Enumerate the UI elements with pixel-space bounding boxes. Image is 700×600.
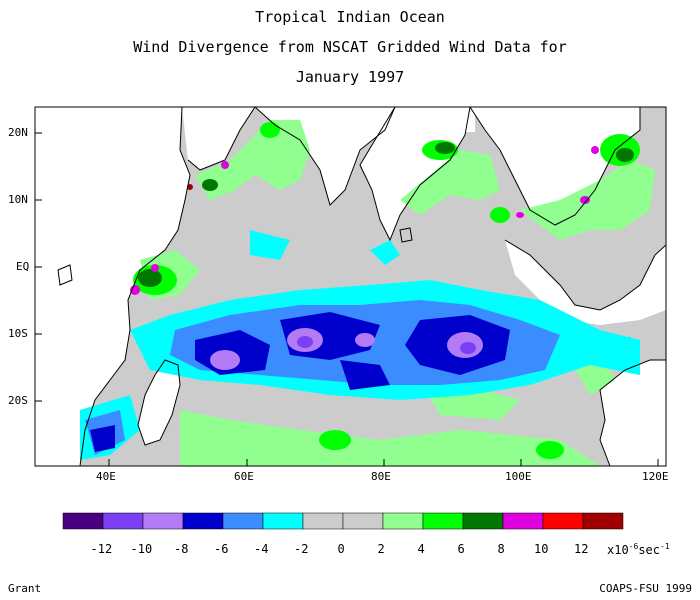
colorbar-tick-label: 12 bbox=[574, 542, 589, 556]
lon-label-120e: 120E bbox=[642, 470, 669, 483]
colorbar-unit: x10-6sec-1 bbox=[607, 542, 670, 557]
title-line-3: January 1997 bbox=[295, 68, 405, 86]
lon-label-80e: 80E bbox=[371, 470, 391, 483]
colorbar-tick-label: -12 bbox=[90, 542, 113, 556]
colorbar-tick-label: 2 bbox=[377, 542, 385, 556]
colorbar-swatch bbox=[222, 512, 264, 530]
lon-label-40e: 40E bbox=[96, 470, 116, 483]
colorbar-swatch bbox=[582, 512, 624, 530]
land-arabia bbox=[182, 107, 255, 170]
colorbar-tick-label: -6 bbox=[214, 542, 229, 556]
lat-label-10n: 10N bbox=[8, 193, 28, 206]
purple-spots bbox=[297, 336, 476, 354]
colorbar-swatch bbox=[62, 512, 104, 530]
colorbar-tick-label: -2 bbox=[294, 542, 309, 556]
land-madagascar bbox=[138, 360, 180, 445]
coastlines bbox=[57, 107, 666, 466]
colorbar-tick-label: 0 bbox=[337, 542, 345, 556]
title-line-2: Wind Divergence from NSCAT Gridded Wind … bbox=[133, 38, 567, 56]
lat-label-10s: 10S bbox=[8, 327, 28, 340]
colorbar-tick-label: 6 bbox=[457, 542, 465, 556]
dark-green-patches bbox=[138, 142, 634, 287]
lat-label-20n: 20N bbox=[8, 126, 28, 139]
colorbar-swatch bbox=[262, 512, 304, 530]
footer-author: Grant bbox=[8, 582, 42, 595]
colorbar-swatch bbox=[502, 512, 544, 530]
title-line-1: Tropical Indian Ocean bbox=[255, 8, 445, 26]
lon-label-60e: 60E bbox=[234, 470, 254, 483]
colorbar-swatch bbox=[302, 512, 344, 530]
colorbar-tick-label: 10 bbox=[534, 542, 549, 556]
colorbar-swatch bbox=[142, 512, 184, 530]
colorbar bbox=[62, 512, 624, 530]
land-africa bbox=[35, 107, 190, 466]
colorbar-swatch bbox=[102, 512, 144, 530]
colorbar-tick-label: -8 bbox=[174, 542, 189, 556]
axis-ticks bbox=[35, 132, 659, 466]
map-frame bbox=[34, 106, 667, 467]
lon-label-100e: 100E bbox=[505, 470, 532, 483]
land-australia bbox=[600, 360, 666, 466]
colorbar-tick-label: 4 bbox=[417, 542, 425, 556]
colorbar-swatch bbox=[542, 512, 584, 530]
colorbar-swatch bbox=[182, 512, 224, 530]
colorbar-swatch bbox=[382, 512, 424, 530]
colorbar-tick-label: -4 bbox=[254, 542, 269, 556]
lat-label-eq: EQ bbox=[16, 260, 30, 273]
land-southeast-asia bbox=[470, 107, 640, 225]
colorbar-swatch bbox=[422, 512, 464, 530]
colorbar-swatch bbox=[342, 512, 384, 530]
footer-credit: COAPS-FSU 1999 bbox=[599, 582, 692, 595]
lat-label-20s: 20S bbox=[8, 394, 28, 407]
colorbar-tick-label: 8 bbox=[497, 542, 505, 556]
colorbar-tick-label: -10 bbox=[130, 542, 153, 556]
colorbar-swatch bbox=[462, 512, 504, 530]
